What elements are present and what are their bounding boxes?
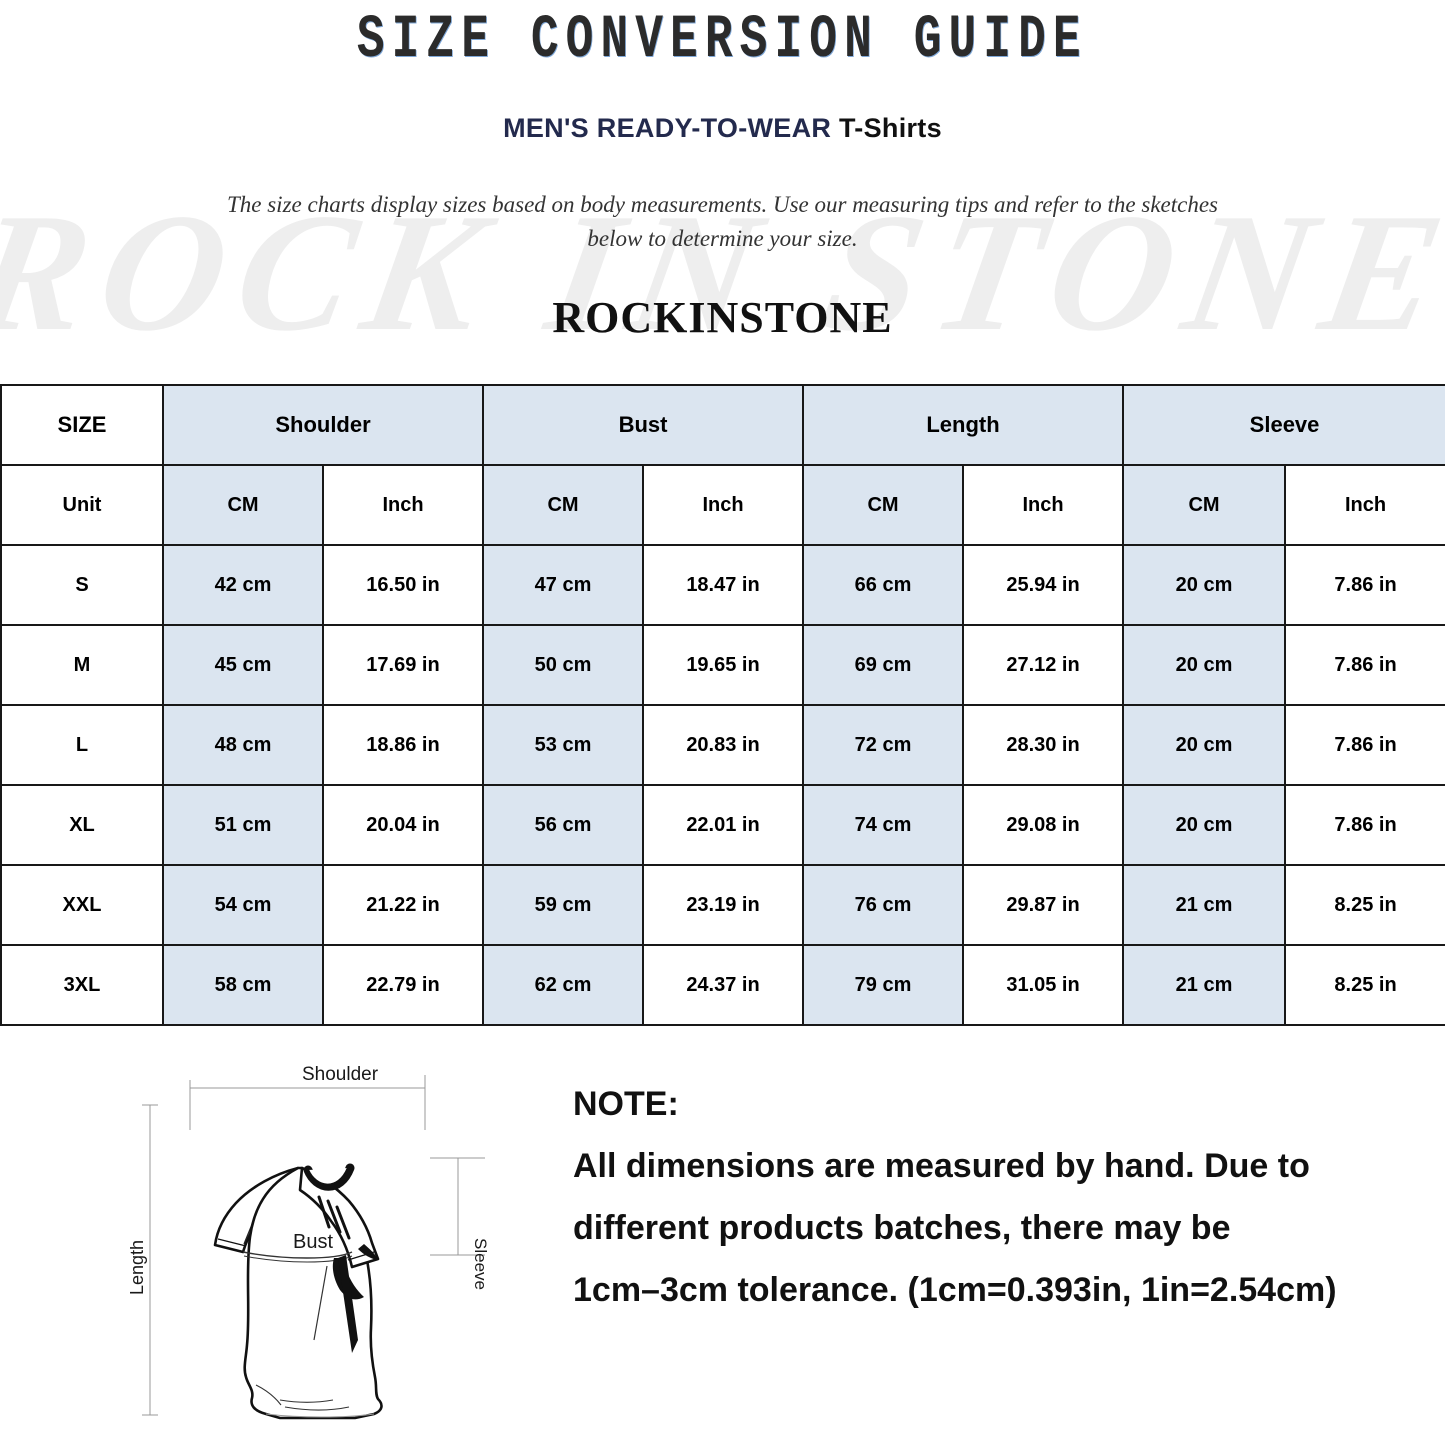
svg-text:Shoulder: Shoulder xyxy=(302,1064,379,1085)
svg-text:Bust: Bust xyxy=(293,1231,333,1253)
svg-text:Length: Length xyxy=(130,1240,147,1295)
svg-text:Sleeve: Sleeve xyxy=(471,1238,490,1290)
